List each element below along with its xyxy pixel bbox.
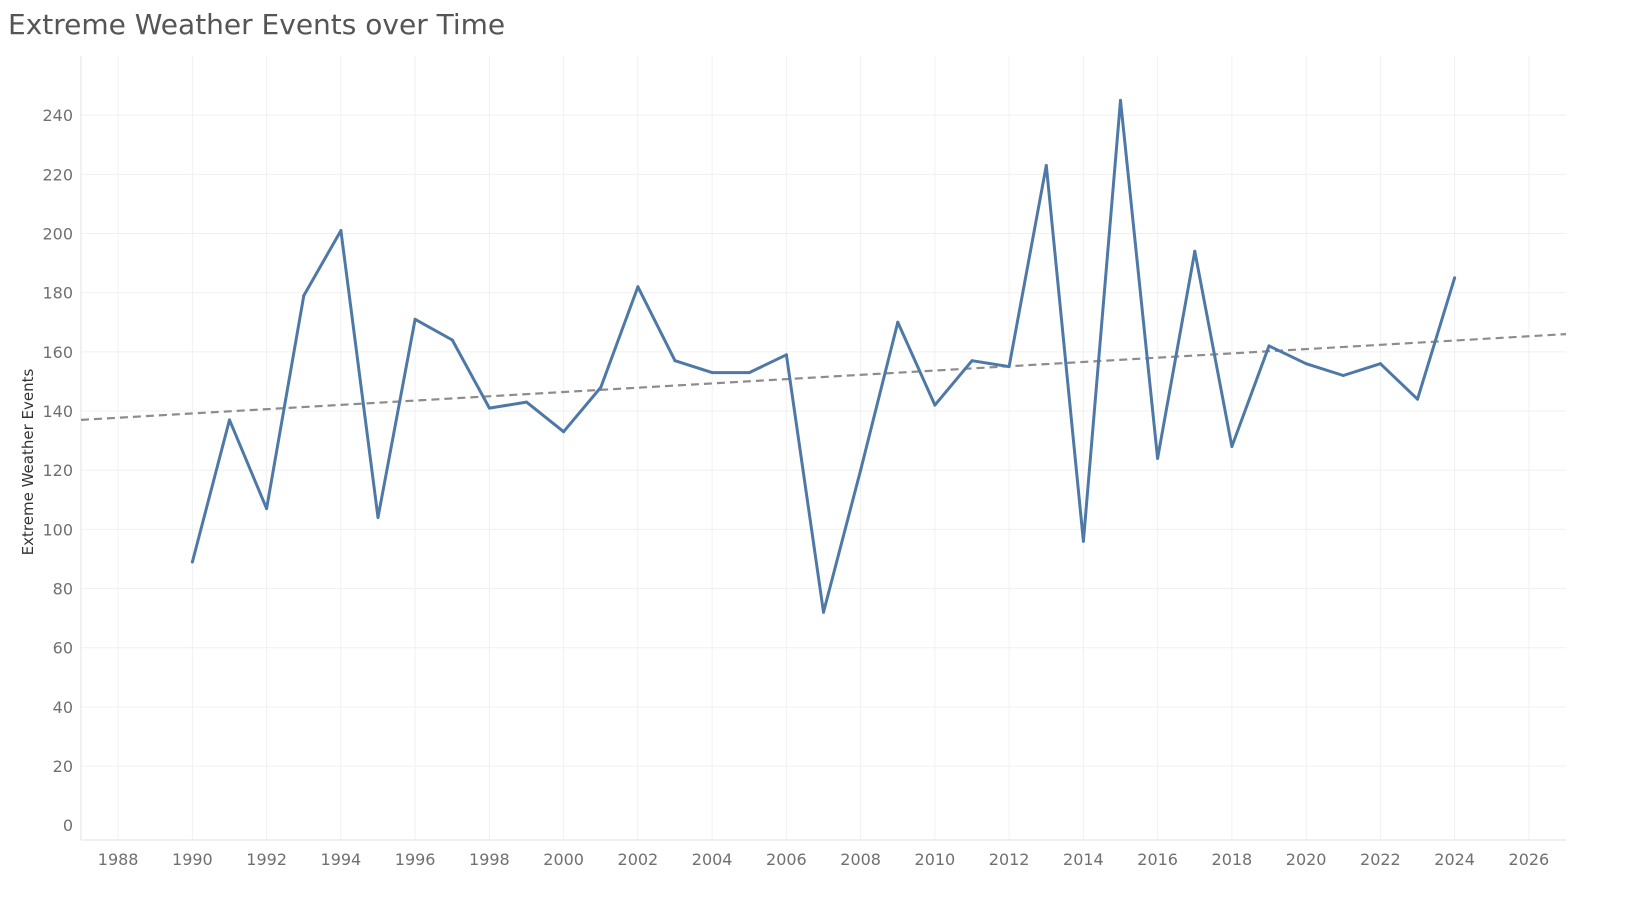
x-tick-label: 2004	[692, 850, 733, 869]
data-point[interactable]	[710, 371, 714, 375]
data-point[interactable]	[228, 418, 231, 422]
x-tick-label: 1994	[321, 850, 362, 869]
data-point[interactable]	[599, 385, 603, 389]
x-axis-ticks: 1988 1990 1992 1994 1996 1998 2000 2002 2004 2006…	[98, 850, 1549, 869]
y-tick-label: 180	[42, 284, 73, 303]
y-axis-ticks: 0 20 40 60 80 100 120 140 160 180 200 220 240	[42, 106, 73, 835]
trend-line	[80, 332, 1567, 421]
y-tick-label: 40	[53, 698, 73, 717]
x-tick-label: 1998	[469, 850, 510, 869]
data-point[interactable]	[562, 430, 566, 434]
data-point[interactable]	[1304, 362, 1308, 366]
x-tick-label: 2012	[989, 850, 1030, 869]
y-tick-label: 80	[53, 580, 73, 599]
data-point[interactable]	[487, 406, 491, 410]
y-tick-label: 220	[42, 165, 73, 184]
x-tick-label: 2020	[1286, 850, 1327, 869]
y-tick-label: 240	[42, 106, 73, 125]
grid-lines	[81, 56, 1566, 840]
data-point[interactable]	[673, 359, 677, 363]
x-tick-label: 1988	[98, 850, 139, 869]
y-tick-label: 60	[53, 639, 73, 658]
x-tick-label: 2008	[840, 850, 881, 869]
trend-line-group	[80, 332, 1567, 421]
y-tick-label: 140	[42, 402, 73, 421]
data-point[interactable]	[1378, 362, 1382, 366]
y-tick-label: 20	[53, 757, 73, 776]
x-tick-label: 2024	[1434, 850, 1475, 869]
series-line	[190, 98, 1457, 614]
y-tick-label: 200	[42, 225, 73, 244]
data-point[interactable]	[376, 516, 380, 520]
x-tick-label: 2026	[1509, 850, 1550, 869]
x-tick-label: 2014	[1063, 850, 1104, 869]
chart-title: Extreme Weather Events over Time	[8, 8, 506, 41]
data-point[interactable]	[1081, 539, 1085, 543]
data-point[interactable]	[1156, 456, 1160, 460]
data-point[interactable]	[413, 317, 417, 321]
x-tick-label: 2010	[915, 850, 956, 869]
data-point[interactable]	[1119, 98, 1122, 102]
data-point[interactable]	[450, 338, 454, 342]
data-point[interactable]	[1341, 374, 1345, 378]
data-point[interactable]	[636, 285, 640, 289]
data-point[interactable]	[859, 468, 863, 472]
data-point[interactable]	[1007, 365, 1011, 369]
data-point[interactable]	[190, 560, 194, 564]
data-point[interactable]	[970, 359, 974, 363]
x-tick-label: 1990	[172, 850, 213, 869]
data-point[interactable]	[1416, 397, 1419, 401]
data-point[interactable]	[933, 403, 937, 407]
data-point[interactable]	[302, 294, 306, 298]
x-tick-label: 2006	[766, 850, 807, 869]
data-point[interactable]	[822, 610, 825, 614]
y-tick-label: 0	[63, 816, 73, 835]
x-tick-label: 2022	[1360, 850, 1401, 869]
data-point[interactable]	[1267, 344, 1271, 348]
data-point[interactable]	[747, 371, 751, 375]
data-point[interactable]	[525, 400, 528, 404]
x-tick-label: 2000	[543, 850, 584, 869]
y-axis-title: Extreme Weather Events	[19, 369, 37, 556]
data-point[interactable]	[896, 320, 900, 324]
y-tick-label: 160	[42, 343, 73, 362]
axes	[80, 56, 1566, 841]
data-point[interactable]	[339, 229, 343, 233]
data-point[interactable]	[1230, 445, 1234, 449]
x-tick-label: 1996	[395, 850, 436, 869]
data-point[interactable]	[1453, 276, 1457, 280]
data-point[interactable]	[1044, 163, 1048, 167]
data-point[interactable]	[265, 507, 269, 511]
data-point[interactable]	[784, 353, 788, 357]
x-tick-label: 2016	[1137, 850, 1178, 869]
x-tick-label: 2018	[1212, 850, 1253, 869]
data-point[interactable]	[1193, 249, 1197, 253]
y-tick-label: 120	[42, 461, 73, 480]
x-tick-label: 1992	[246, 850, 287, 869]
y-tick-label: 100	[42, 520, 73, 539]
series-group	[190, 98, 1457, 614]
x-tick-label: 2002	[618, 850, 659, 869]
